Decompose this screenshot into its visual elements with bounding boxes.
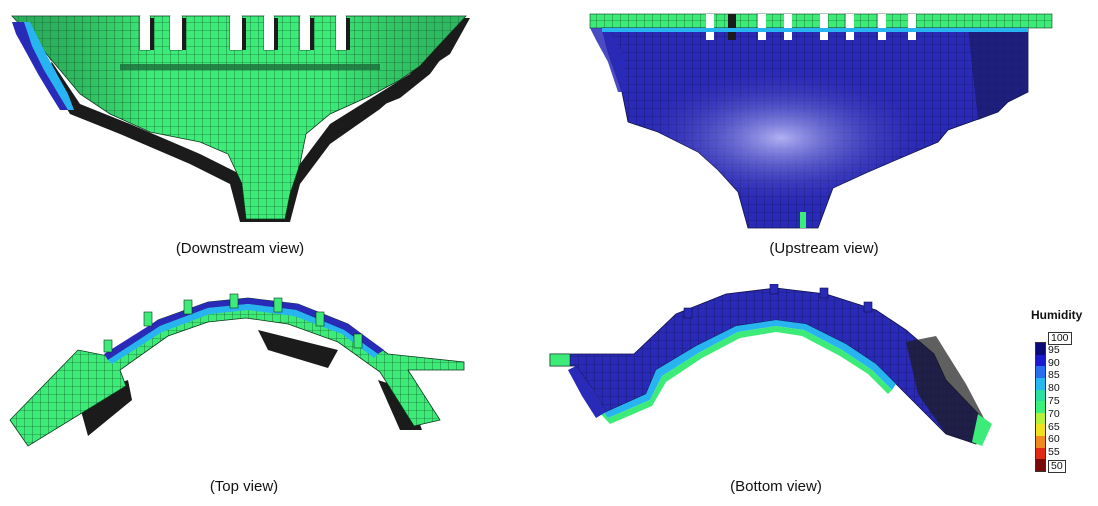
legend-swatch [1036, 401, 1045, 413]
legend-tick-label: 70 [1048, 407, 1060, 420]
legend-swatch [1036, 343, 1045, 355]
arch-body [9, 297, 465, 447]
humidity-legend: Humidity 100 95 90 85 80 75 70 65 60 55 50 [1025, 308, 1095, 488]
bottom-view-mesh [549, 284, 992, 446]
upstream-view: (Upstream view) [588, 12, 1058, 257]
legend-tick-label: 80 [1048, 382, 1060, 395]
top-caption: (Top view) [209, 478, 279, 495]
legend-title: Humidity [1031, 308, 1083, 322]
top-view-mesh [9, 293, 465, 447]
legend-tick-label: 60 [1048, 433, 1060, 446]
bottom-caption: (Bottom view) [730, 478, 822, 495]
legend-swatch [1036, 459, 1045, 471]
legend-swatch [1036, 424, 1045, 436]
legend-tick-label: 100 [1048, 332, 1072, 345]
legend-swatch [1036, 447, 1045, 460]
legend-tick-label: 95 [1048, 343, 1060, 356]
legend-tick-label: 65 [1048, 420, 1060, 433]
legend-swatch [1036, 377, 1045, 390]
legend-tick-label: 85 [1048, 369, 1060, 382]
downstream-view: (Downstream view) [10, 14, 470, 257]
top-view: (Top view) [8, 290, 478, 500]
legend-tick-label: 75 [1048, 395, 1060, 407]
legend-tick-label: 55 [1048, 446, 1060, 459]
legend-tick-label: 90 [1048, 356, 1060, 369]
downstream-view-mesh [11, 15, 470, 222]
upstream-caption: (Upstream view) [769, 240, 879, 257]
legend-swatch [1036, 354, 1045, 367]
legend-swatch [1036, 436, 1045, 448]
legend-swatch [1036, 366, 1045, 378]
legend-swatch [1036, 389, 1045, 402]
legend-colorbar [1035, 342, 1046, 472]
legend-swatch [1036, 412, 1045, 425]
upstream-view-mesh [589, 13, 1053, 229]
downstream-caption: (Downstream view) [175, 240, 305, 257]
legend-tick-label: 50 [1048, 460, 1066, 473]
bottom-view: (Bottom view) [546, 284, 1006, 500]
